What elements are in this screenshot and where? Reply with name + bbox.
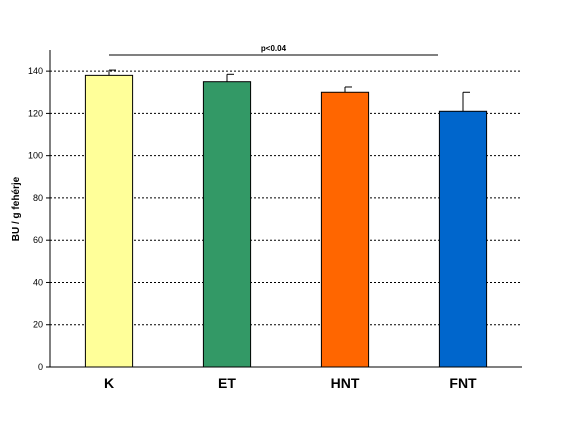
bar-hnt — [320, 91, 370, 368]
y-tick-label: 140 — [28, 66, 43, 76]
bar-et — [202, 81, 252, 368]
y-tick-label: 80 — [33, 193, 43, 203]
significance-bracket: p<0.04 — [109, 44, 438, 56]
y-tick-label: 20 — [33, 320, 43, 330]
y-tick-labels: 0 20 40 60 80 100 120 140 — [28, 66, 43, 372]
y-tick-label: 60 — [33, 235, 43, 245]
bar-fnt — [438, 110, 488, 368]
bar-k — [84, 74, 134, 368]
category-label-fnt: FNT — [449, 375, 477, 391]
y-tick-label: 40 — [33, 277, 43, 287]
axes — [46, 50, 522, 368]
category-labels: K ET HNT FNT — [104, 375, 477, 391]
error-bars — [108, 69, 470, 112]
significance-label: p<0.04 — [261, 44, 287, 53]
y-tick-label: 120 — [28, 108, 43, 118]
category-label-k: K — [104, 375, 114, 391]
bars — [84, 74, 488, 368]
category-label-et: ET — [218, 375, 236, 391]
y-tick-label: 0 — [38, 362, 43, 372]
y-tick-label: 100 — [28, 151, 43, 161]
category-label-hnt: HNT — [331, 375, 360, 391]
y-axis-title: BU / g fehérje — [11, 176, 22, 241]
